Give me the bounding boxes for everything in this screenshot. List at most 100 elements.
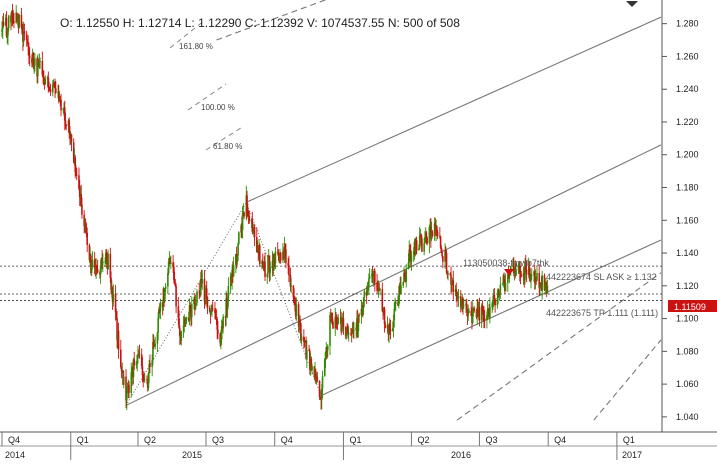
- candle-body-514: [539, 284, 541, 288]
- tp-order-label[interactable]: 442223675 TP 1.111 (1.111): [546, 308, 658, 318]
- candle-137: [143, 373, 146, 383]
- candle-397: [415, 236, 418, 254]
- channel-line-5[interactable]: [456, 272, 662, 421]
- candle-body-407: [426, 237, 428, 244]
- candle-body-197: [206, 297, 209, 309]
- candle-body-186: [195, 302, 198, 305]
- year-label-3: 2017: [622, 450, 642, 460]
- candle-body-345: [362, 307, 364, 312]
- candle-body-179: [188, 305, 191, 321]
- candle-body-132: [138, 353, 141, 355]
- quarter-label-1: Q1: [77, 435, 89, 445]
- candle-body-270: [283, 246, 286, 259]
- candle-331: [347, 324, 349, 339]
- candle-body-134: [141, 366, 144, 376]
- candle-318: [334, 307, 337, 336]
- candle-477: [499, 276, 502, 299]
- candle-76: [80, 184, 82, 207]
- candle-body-518: [543, 275, 546, 290]
- candle-body-128: [135, 361, 138, 366]
- candle-442: [462, 298, 465, 310]
- candle-body-180: [189, 305, 192, 310]
- candle-461: [483, 306, 485, 329]
- candle-body-367: [384, 324, 387, 329]
- candle-6: [7, 27, 9, 46]
- candle-132: [138, 344, 141, 359]
- candle-body-78: [83, 214, 85, 226]
- candle-417: [436, 229, 439, 240]
- candle-308: [323, 358, 326, 377]
- candle-body-502: [525, 269, 528, 275]
- candle-body-487: [510, 265, 512, 270]
- time-axis[interactable]: Q4 Q1 Q2 Q3 Q4 Q1 Q2 Q3 Q4 Q1 2014 2015 2016 2017: [1, 432, 642, 460]
- candle-402: [421, 235, 423, 252]
- candle-body-71: [75, 172, 77, 175]
- candle-body-237: [248, 216, 251, 222]
- price-axis[interactable]: 1.280 1.260 1.240 1.220 1.200 1.180 1.160 1.140…: [662, 19, 699, 422]
- candle-77: [81, 197, 83, 219]
- candle-128: [135, 360, 138, 369]
- candle-body-452: [473, 308, 476, 311]
- candle-body-218: [229, 275, 232, 287]
- candle-body-417: [436, 231, 439, 237]
- candle-500: [524, 258, 526, 285]
- year-label-0: 2014: [5, 450, 25, 460]
- candle-body-163: [172, 262, 174, 267]
- candle-body-143: [151, 360, 153, 367]
- candle-242: [253, 224, 256, 247]
- candle-body-2: [2, 22, 5, 26]
- channel-line-1[interactable]: [125, 144, 662, 406]
- last-price-badge: [668, 300, 717, 312]
- candle-body-0: [1, 29, 3, 32]
- candle-438: [459, 290, 462, 313]
- candle-body-306: [320, 388, 323, 401]
- candle-body-91: [96, 265, 98, 269]
- candle-layer: [1, 3, 549, 411]
- collapse-arrow-icon[interactable]: [626, 1, 638, 7]
- candle-body-167: [175, 285, 177, 307]
- candle-body-404: [424, 237, 426, 244]
- candle-body-137: [143, 379, 146, 381]
- candle-body-473: [496, 298, 499, 306]
- candle-body-51: [54, 86, 56, 89]
- candle-body-142: [149, 364, 151, 367]
- candle-188: [198, 282, 201, 300]
- candle-body-377: [394, 301, 397, 304]
- channel-line-3[interactable]: [246, 16, 662, 203]
- candle-body-460: [482, 310, 484, 315]
- candle-body-127: [133, 359, 136, 366]
- candle-459: [481, 300, 484, 312]
- candle-497: [520, 270, 523, 278]
- candle-body-190: [199, 279, 202, 294]
- candle-7: [7, 14, 10, 32]
- candle-392: [410, 250, 413, 271]
- channel-line-6[interactable]: [593, 339, 662, 421]
- candle-body-296: [310, 358, 313, 371]
- candle-103: [109, 247, 112, 283]
- price-tick-label-3: 1.220: [676, 117, 699, 127]
- candle-274: [288, 255, 290, 283]
- candle-354: [371, 266, 374, 284]
- candle-body-45: [48, 87, 50, 89]
- candle-body-379: [397, 295, 400, 306]
- candle-body-36: [38, 61, 41, 67]
- candle-body-253: [266, 273, 269, 277]
- candle-22: [23, 23, 26, 41]
- candle-body-439: [460, 305, 463, 308]
- candle-78: [83, 210, 85, 234]
- candle-body-210: [220, 325, 223, 340]
- order-marker-icon[interactable]: [504, 269, 514, 276]
- sl-order-label[interactable]: 442223674 SL ASK ≥ 1.132: [546, 272, 657, 282]
- candle-185: [194, 294, 197, 311]
- candle-body-248: [261, 261, 263, 265]
- candle-17: [18, 13, 20, 29]
- candle-157: [164, 282, 167, 293]
- candle-73: [78, 167, 80, 191]
- candle-body-469: [492, 302, 494, 304]
- candle-165: [173, 271, 176, 285]
- candle-body-239: [251, 219, 254, 232]
- candle-body-90: [95, 265, 97, 273]
- candle-body-234: [246, 195, 248, 213]
